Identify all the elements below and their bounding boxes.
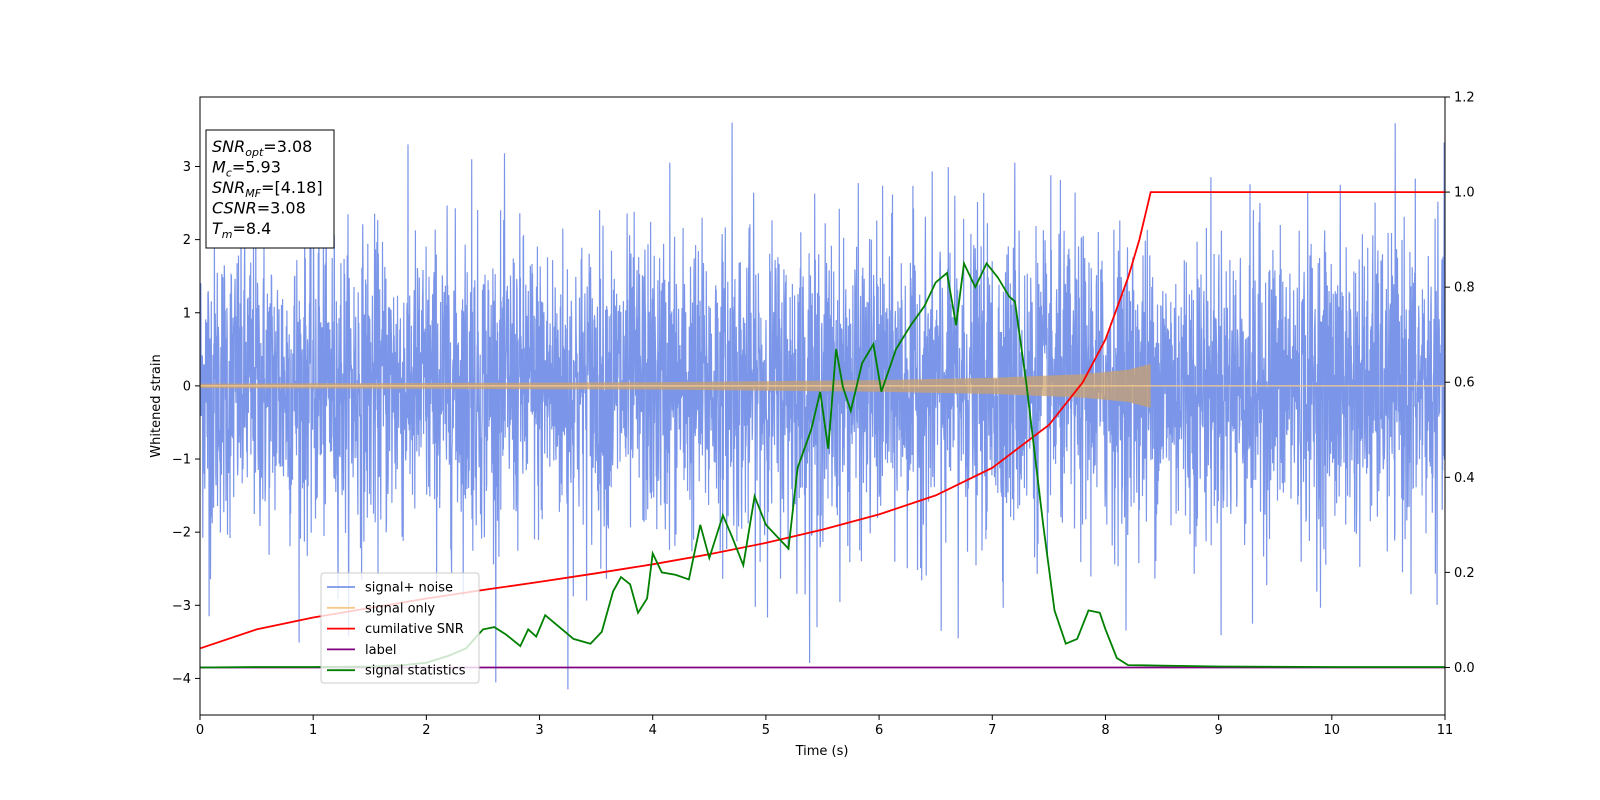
legend-entry-label: signal only xyxy=(365,601,435,616)
y-right-tick-label: 0.8 xyxy=(1454,281,1475,296)
x-tick-label: 5 xyxy=(762,723,770,738)
signal-only-series xyxy=(200,363,1445,408)
info-box-line: CSNR=3.08 xyxy=(212,199,306,218)
y-axis-left: 3 2 1 0 −1 −2 −3 −4 xyxy=(172,160,200,687)
legend-entry-label: signal+ noise xyxy=(365,581,453,596)
y-right-tick-label: 0.6 xyxy=(1454,376,1475,391)
legend-entry-label: signal statistics xyxy=(365,664,466,679)
info-box-line: Tm=8.4 xyxy=(212,219,271,241)
x-tick-label: 1 xyxy=(309,723,317,738)
x-tick-label: 9 xyxy=(1214,723,1222,738)
x-tick-label: 3 xyxy=(535,723,543,738)
y-left-tick-label: 2 xyxy=(183,233,191,248)
y-axis-right: 1.2 1.0 0.8 0.6 0.4 0.2 0.0 xyxy=(1445,91,1475,676)
y-left-tick-label: 1 xyxy=(183,306,191,321)
x-axis-label: Time (s) xyxy=(795,744,849,759)
y-left-tick-label: −1 xyxy=(172,453,191,468)
y-left-tick-label: 0 xyxy=(183,379,191,394)
y-right-tick-label: 1.2 xyxy=(1454,91,1475,106)
legend-entry-label: label xyxy=(365,643,396,658)
x-axis: 0 1 2 3 4 5 6 7 8 9 10 11 xyxy=(196,715,1453,738)
x-tick-label: 7 xyxy=(988,723,996,738)
plot-frame xyxy=(199,96,1446,716)
y-left-tick-label: −4 xyxy=(172,672,191,687)
x-tick-label: 4 xyxy=(649,723,657,738)
info-box-frame xyxy=(205,129,335,249)
y-right-tick-label: 0.4 xyxy=(1454,471,1475,486)
x-tick-label: 6 xyxy=(875,723,883,738)
legend-entry-label: cumilative SNR xyxy=(365,622,464,637)
y-left-tick-label: 3 xyxy=(183,160,191,175)
signal-plus-noise-series xyxy=(200,122,1445,690)
info-box-line: SNRopt=3.08 xyxy=(212,137,312,159)
signal-statistics-line xyxy=(200,260,1445,669)
x-tick-label: 0 xyxy=(196,723,204,738)
y-right-tick-label: 0.2 xyxy=(1454,566,1475,581)
info-box: SNRopt=3.08Mc=5.93SNRMF=[4.18]CSNR=3.08T… xyxy=(205,129,335,249)
x-tick-label: 10 xyxy=(1324,723,1341,738)
x-tick-label: 2 xyxy=(422,723,430,738)
y-left-tick-label: −2 xyxy=(172,526,191,541)
y-right-tick-label: 0.0 xyxy=(1454,661,1475,676)
y-axis-label: Whitened strain xyxy=(149,354,164,457)
x-tick-label: 8 xyxy=(1101,723,1109,738)
y-right-tick-label: 1.0 xyxy=(1454,186,1475,201)
signal-plus-noise-line xyxy=(200,122,1445,690)
info-box-line: Mc=5.93 xyxy=(212,158,281,180)
legend-frame xyxy=(320,572,480,684)
legend: signal+ noise signal only cumilative SNR la… xyxy=(320,572,480,684)
info-box-line: SNRMF=[4.18] xyxy=(212,178,323,200)
x-tick-label: 11 xyxy=(1437,723,1454,738)
y-left-tick-label: −3 xyxy=(172,599,191,614)
